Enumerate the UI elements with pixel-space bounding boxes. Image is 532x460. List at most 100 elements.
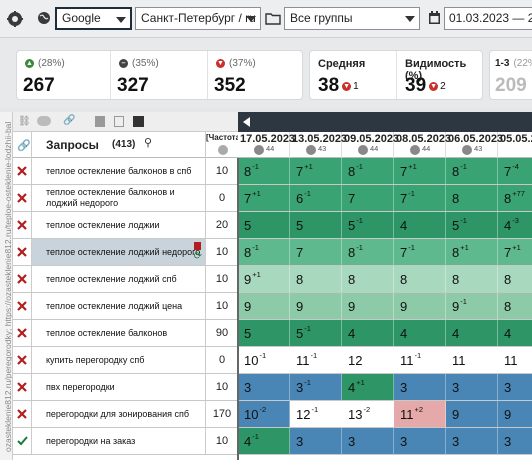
- position-cell[interactable]: 5: [290, 212, 342, 238]
- position-cell[interactable]: 8 -1: [238, 158, 290, 184]
- copy-icon[interactable]: [114, 116, 124, 127]
- table-row[interactable]: теплое остекление лоджий цена 10 9 9 9 9 9 -1 8: [13, 293, 532, 320]
- position-cell[interactable]: 4 -3: [498, 212, 532, 238]
- query-cell[interactable]: купить перегородку спб: [31, 347, 206, 373]
- position-cell[interactable]: 9: [446, 401, 498, 427]
- position-cell[interactable]: 3: [394, 374, 446, 400]
- query-cell[interactable]: теплое остекление балконов в спб: [31, 158, 206, 184]
- remove-icon[interactable]: [13, 212, 31, 238]
- date-column-header[interactable]: 08.05.2023 44: [394, 132, 451, 158]
- query-cell[interactable]: теплое остекление балконов и лоджий недо…: [31, 185, 206, 211]
- position-cell[interactable]: 3: [498, 374, 532, 400]
- position-cell[interactable]: 3: [342, 428, 394, 454]
- position-cell[interactable]: 8: [498, 293, 532, 319]
- position-cell[interactable]: 8: [342, 266, 394, 292]
- position-cell[interactable]: 3: [446, 428, 498, 454]
- position-cell[interactable]: 7 +1: [498, 239, 532, 265]
- attach-icon[interactable]: 🔗: [63, 115, 76, 126]
- position-cell[interactable]: 9: [290, 293, 342, 319]
- search-engine-select[interactable]: Google: [55, 7, 132, 30]
- date-column-header[interactable]: 06.05.2023 43: [446, 132, 503, 158]
- remove-icon[interactable]: [13, 293, 31, 319]
- position-cell[interactable]: 3 -1: [290, 374, 342, 400]
- position-cell[interactable]: 5 -1: [342, 212, 394, 238]
- group-select[interactable]: Все группы: [284, 7, 420, 30]
- position-cell[interactable]: 12: [342, 347, 394, 373]
- position-cell[interactable]: 4 +1: [342, 374, 394, 400]
- remove-icon[interactable]: [13, 374, 31, 400]
- position-cell[interactable]: 9: [238, 293, 290, 319]
- position-cell[interactable]: 7: [290, 239, 342, 265]
- position-cell[interactable]: 7 -4: [498, 158, 532, 184]
- frequency-column-header[interactable]: [Частота]: [206, 132, 243, 158]
- export-icon[interactable]: [133, 116, 144, 127]
- position-cell[interactable]: 8 -1: [342, 158, 394, 184]
- position-cell[interactable]: 11: [446, 347, 498, 373]
- position-cell[interactable]: 7: [342, 185, 394, 211]
- scroll-left-icon[interactable]: [243, 117, 250, 127]
- position-cell[interactable]: 8: [290, 266, 342, 292]
- remove-icon[interactable]: [13, 158, 31, 184]
- position-cell[interactable]: 4: [446, 320, 498, 346]
- position-cell[interactable]: 5: [238, 212, 290, 238]
- table-row[interactable]: теплое остекление балконов и лоджий недо…: [13, 185, 532, 212]
- position-cell[interactable]: 8: [446, 266, 498, 292]
- date-column-header[interactable]: 13.05.2023 43: [290, 132, 347, 158]
- position-cell[interactable]: 3: [394, 428, 446, 454]
- toggle-icon[interactable]: [37, 116, 51, 126]
- position-cell[interactable]: 8 +1: [446, 239, 498, 265]
- query-cell[interactable]: теплое остекление балконов: [31, 320, 206, 346]
- position-cell[interactable]: 7 +1: [394, 158, 446, 184]
- position-cell[interactable]: 9 +1: [238, 266, 290, 292]
- remove-icon[interactable]: [13, 239, 31, 265]
- query-cell[interactable]: теплое остекление лоджий спб: [31, 266, 206, 292]
- check-icon[interactable]: [13, 428, 31, 454]
- position-cell[interactable]: 6 -1: [290, 185, 342, 211]
- position-cell[interactable]: 8 -1: [446, 158, 498, 184]
- position-cell[interactable]: 4: [342, 320, 394, 346]
- position-cell[interactable]: 12 -1: [290, 401, 342, 427]
- query-cell[interactable]: теплое остекление лоджий недорого ⟳: [31, 239, 206, 265]
- position-cell[interactable]: 11 -1: [290, 347, 342, 373]
- table-row[interactable]: пвх перегородки 10 3 3 -1 4 +1 3 3 3: [13, 374, 532, 401]
- table-row[interactable]: теплое остекление лоджий спб 10 9 +1 8 8 8 8 8: [13, 266, 532, 293]
- query-cell[interactable]: перегородки для зонирования спб: [31, 401, 206, 427]
- region-select[interactable]: Санкт-Петербург / ru: [135, 7, 261, 30]
- remove-icon[interactable]: [13, 401, 31, 427]
- link-icon[interactable]: ⛓: [18, 116, 31, 127]
- position-cell[interactable]: 13 -2: [342, 401, 394, 427]
- remove-icon[interactable]: [13, 347, 31, 373]
- date-column-header[interactable]: 17.05.2023 44: [238, 132, 295, 158]
- position-cell[interactable]: 5 -1: [290, 320, 342, 346]
- search-icon[interactable]: ⚲: [144, 137, 153, 149]
- position-cell[interactable]: 9: [498, 401, 532, 427]
- table-row[interactable]: перегородки на заказ 10 4 -1 3 3 3 3 3: [13, 428, 532, 455]
- position-cell[interactable]: 8: [446, 185, 498, 211]
- date-column-header[interactable]: 05.05.2: [498, 132, 532, 158]
- position-cell[interactable]: 9 -1: [446, 293, 498, 319]
- list-icon[interactable]: [95, 116, 105, 127]
- query-cell[interactable]: перегородки на заказ: [31, 428, 206, 454]
- position-cell[interactable]: 10 -2: [238, 401, 290, 427]
- settings-icon[interactable]: [6, 10, 24, 28]
- position-cell[interactable]: 8 +77: [498, 185, 532, 211]
- position-cell[interactable]: 3: [446, 374, 498, 400]
- position-cell[interactable]: 11 -1: [394, 347, 446, 373]
- position-cell[interactable]: 10 -1: [238, 347, 290, 373]
- query-cell[interactable]: теплое остекление лоджии: [31, 212, 206, 238]
- query-cell[interactable]: теплое остекление лоджий цена: [31, 293, 206, 319]
- remove-icon[interactable]: [13, 185, 31, 211]
- position-cell[interactable]: 11 +2: [394, 401, 446, 427]
- position-cell[interactable]: 4: [498, 320, 532, 346]
- position-cell[interactable]: 7 -1: [394, 185, 446, 211]
- position-cell[interactable]: 7 +1: [290, 158, 342, 184]
- position-cell[interactable]: 7 -1: [394, 239, 446, 265]
- position-cell[interactable]: 3: [238, 374, 290, 400]
- position-cell[interactable]: 8 -1: [342, 239, 394, 265]
- position-cell[interactable]: 4: [394, 212, 446, 238]
- position-cell[interactable]: 5: [238, 320, 290, 346]
- position-cell[interactable]: 8: [498, 266, 532, 292]
- position-cell[interactable]: 8 -1: [238, 239, 290, 265]
- position-cell[interactable]: 9: [342, 293, 394, 319]
- position-cell[interactable]: 4 -1: [238, 428, 290, 454]
